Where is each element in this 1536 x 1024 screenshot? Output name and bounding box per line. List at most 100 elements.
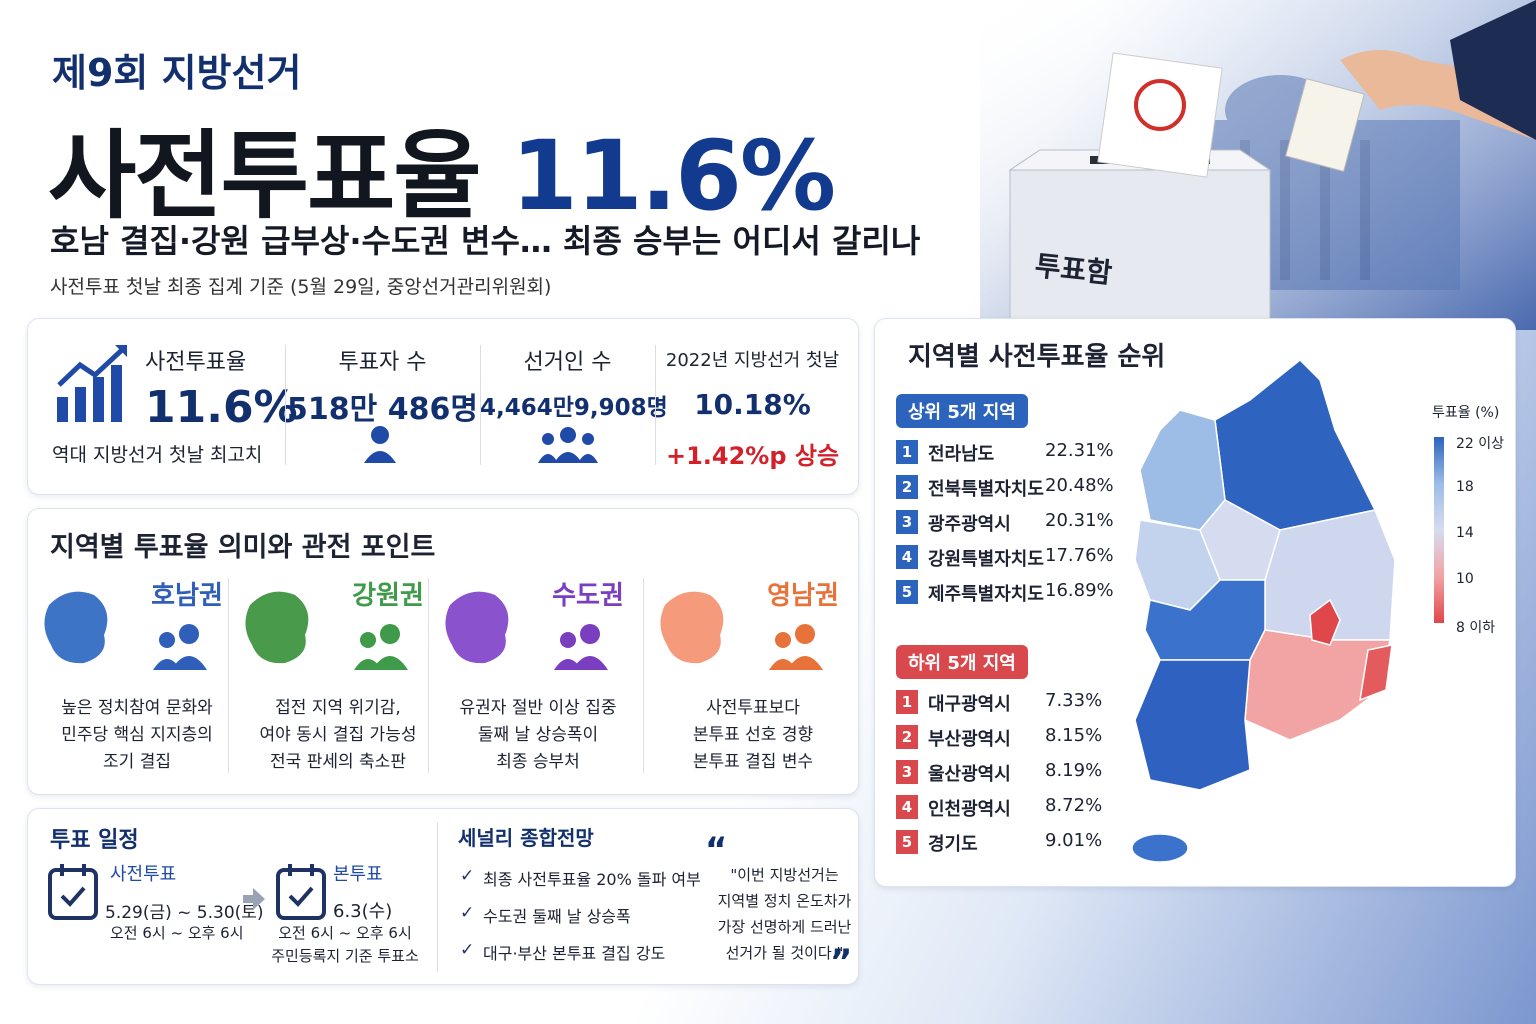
divider bbox=[285, 345, 286, 465]
legend-scale bbox=[1434, 437, 1444, 623]
region-rate: 22.31% bbox=[1045, 440, 1114, 461]
divider bbox=[428, 578, 429, 773]
region-shape bbox=[44, 591, 108, 664]
calendar-icon bbox=[48, 864, 98, 920]
region-rate: 17.76% bbox=[1045, 545, 1114, 566]
headline-value: 11.6% bbox=[511, 120, 836, 232]
quote-line: 선거가 될 것이다." bbox=[725, 944, 844, 962]
regions-card bbox=[27, 508, 859, 795]
stat-label: 투표자 수 bbox=[338, 350, 427, 375]
region-line: 민주당 핵심 지지층의 bbox=[61, 725, 213, 745]
region-name: 영남권 bbox=[767, 581, 839, 611]
stats-card bbox=[27, 318, 859, 495]
check: ✓ bbox=[460, 903, 475, 923]
rank-badge: 3 bbox=[896, 510, 918, 534]
region-line: 둘째 날 상승폭이 bbox=[477, 725, 599, 745]
divider bbox=[655, 345, 656, 465]
region-rate: 7.33% bbox=[1045, 690, 1103, 711]
legend-label: 10 bbox=[1456, 571, 1474, 587]
quote-line: 지역별 정치 온도차가 bbox=[717, 892, 852, 910]
person-icon bbox=[364, 426, 396, 463]
region-rate: 8.72% bbox=[1045, 795, 1103, 816]
region-line: 전국 판세의 축소판 bbox=[270, 752, 406, 772]
region-line: 여야 동시 결집 가능성 bbox=[259, 725, 417, 745]
bottom-label: 하위 5개 지역 bbox=[896, 645, 1028, 679]
rank-badge: 5 bbox=[896, 580, 918, 604]
stat-value: 10.18% bbox=[694, 388, 811, 421]
korea-map bbox=[1131, 358, 1396, 863]
region-name: 강원권 bbox=[352, 581, 424, 611]
stat-value: 11.6% bbox=[145, 382, 298, 433]
schedule-date: 5.29(금) ~ 5.30(토) bbox=[105, 903, 264, 923]
region-icon bbox=[769, 624, 823, 670]
rank-badge: 1 bbox=[896, 690, 918, 714]
legend-label: 14 bbox=[1456, 525, 1474, 541]
region-line: 높은 정치참여 문화와 bbox=[61, 698, 213, 718]
check: ✓ bbox=[460, 866, 475, 886]
calendar-icon bbox=[276, 864, 326, 920]
rank-badge: 5 bbox=[896, 830, 918, 854]
region-shape bbox=[660, 591, 724, 664]
region-name: 제주특별자치도 bbox=[928, 584, 1044, 605]
rank-badge: 4 bbox=[896, 545, 918, 569]
rank-badge: 1 bbox=[896, 440, 918, 464]
region-icon bbox=[354, 624, 408, 670]
region-rate: 9.01% bbox=[1045, 830, 1103, 851]
divider bbox=[228, 578, 229, 773]
region-name: 전북특별자치도 bbox=[928, 479, 1044, 500]
rank-badge: 2 bbox=[896, 725, 918, 749]
region-shape bbox=[445, 591, 509, 664]
schedule-time: 오전 6시 ~ 오후 6시 bbox=[110, 924, 244, 942]
region-rate: 20.31% bbox=[1045, 510, 1114, 531]
top-label: 상위 5개 지역 bbox=[896, 394, 1028, 428]
source: 사전투표 첫날 최종 집계 기준 (5월 29일, 중앙선거관리위원회) bbox=[50, 276, 552, 298]
scenario-item: 대구·부산 본투표 결집 강도 bbox=[483, 944, 666, 963]
kicker: 제9회 지방선거 bbox=[52, 51, 302, 95]
ballot-illustration bbox=[980, 0, 1536, 331]
schedule-date: 6.3(수) bbox=[333, 901, 393, 922]
schedule-note: 주민등록지 기준 투표소 bbox=[271, 947, 419, 965]
scenario-item: 수도권 둘째 날 상승폭 bbox=[483, 907, 631, 926]
section-title: 지역별 투표율 의미와 관전 포인트 bbox=[50, 532, 436, 563]
region-line: 접전 지역 위기감, bbox=[275, 698, 401, 718]
region-name: 부산광역시 bbox=[928, 729, 1011, 750]
region-line: 유권자 절반 이상 집중 bbox=[459, 698, 617, 718]
region-line: 본투표 결집 변수 bbox=[692, 752, 814, 772]
region-name: 강원특별자치도 bbox=[928, 549, 1044, 570]
quote-line: 가장 선명하게 드러난 bbox=[717, 918, 852, 936]
quote-mark: “ bbox=[705, 830, 728, 870]
region-name: 인천광역시 bbox=[928, 799, 1011, 820]
rank-badge: 4 bbox=[896, 795, 918, 819]
legend-label: 18 bbox=[1456, 479, 1474, 495]
schedule-label: 본투표 bbox=[333, 864, 383, 885]
subtitle: 호남 결집·강원 급부상·수도권 변수… 최종 승부는 어디서 갈리나 bbox=[50, 222, 921, 260]
region-line: 조기 결집 bbox=[103, 752, 171, 772]
check: ✓ bbox=[460, 940, 475, 960]
headline-text: 사전투표율 bbox=[48, 120, 482, 232]
region-name: 경기도 bbox=[928, 834, 978, 855]
scenario-title: 세널리 종합전망 bbox=[458, 826, 594, 850]
ballot-box-label: 투표함 bbox=[1033, 249, 1114, 290]
quote-line: "이번 지방선거는 bbox=[730, 866, 839, 884]
outlook-card bbox=[27, 808, 859, 985]
scenario-item: 최종 사전투표율 20% 돌파 여부 bbox=[483, 870, 701, 889]
region-rate: 8.19% bbox=[1045, 760, 1103, 781]
region-rate: 8.15% bbox=[1045, 725, 1103, 746]
schedule-time: 오전 6시 ~ 오후 6시 bbox=[278, 924, 412, 942]
chart-icon bbox=[57, 345, 127, 422]
region-rate: 20.48% bbox=[1045, 475, 1114, 496]
region-icon bbox=[554, 624, 608, 670]
region-shape bbox=[245, 591, 309, 664]
people-icon bbox=[538, 427, 598, 463]
region-line: 최종 승부처 bbox=[496, 752, 580, 772]
ranking-title: 지역별 사전투표율 순위 bbox=[908, 342, 1166, 372]
rank-badge: 3 bbox=[896, 760, 918, 784]
stat-label: 선거인 수 bbox=[523, 350, 612, 375]
schedule-title: 투표 일정 bbox=[50, 828, 139, 853]
region-name: 대구광역시 bbox=[928, 694, 1011, 715]
rank-badge: 2 bbox=[896, 475, 918, 499]
region-name: 전라남도 bbox=[928, 444, 995, 465]
divider bbox=[480, 345, 481, 465]
region-line: 본투표 선호 경향 bbox=[692, 725, 814, 745]
